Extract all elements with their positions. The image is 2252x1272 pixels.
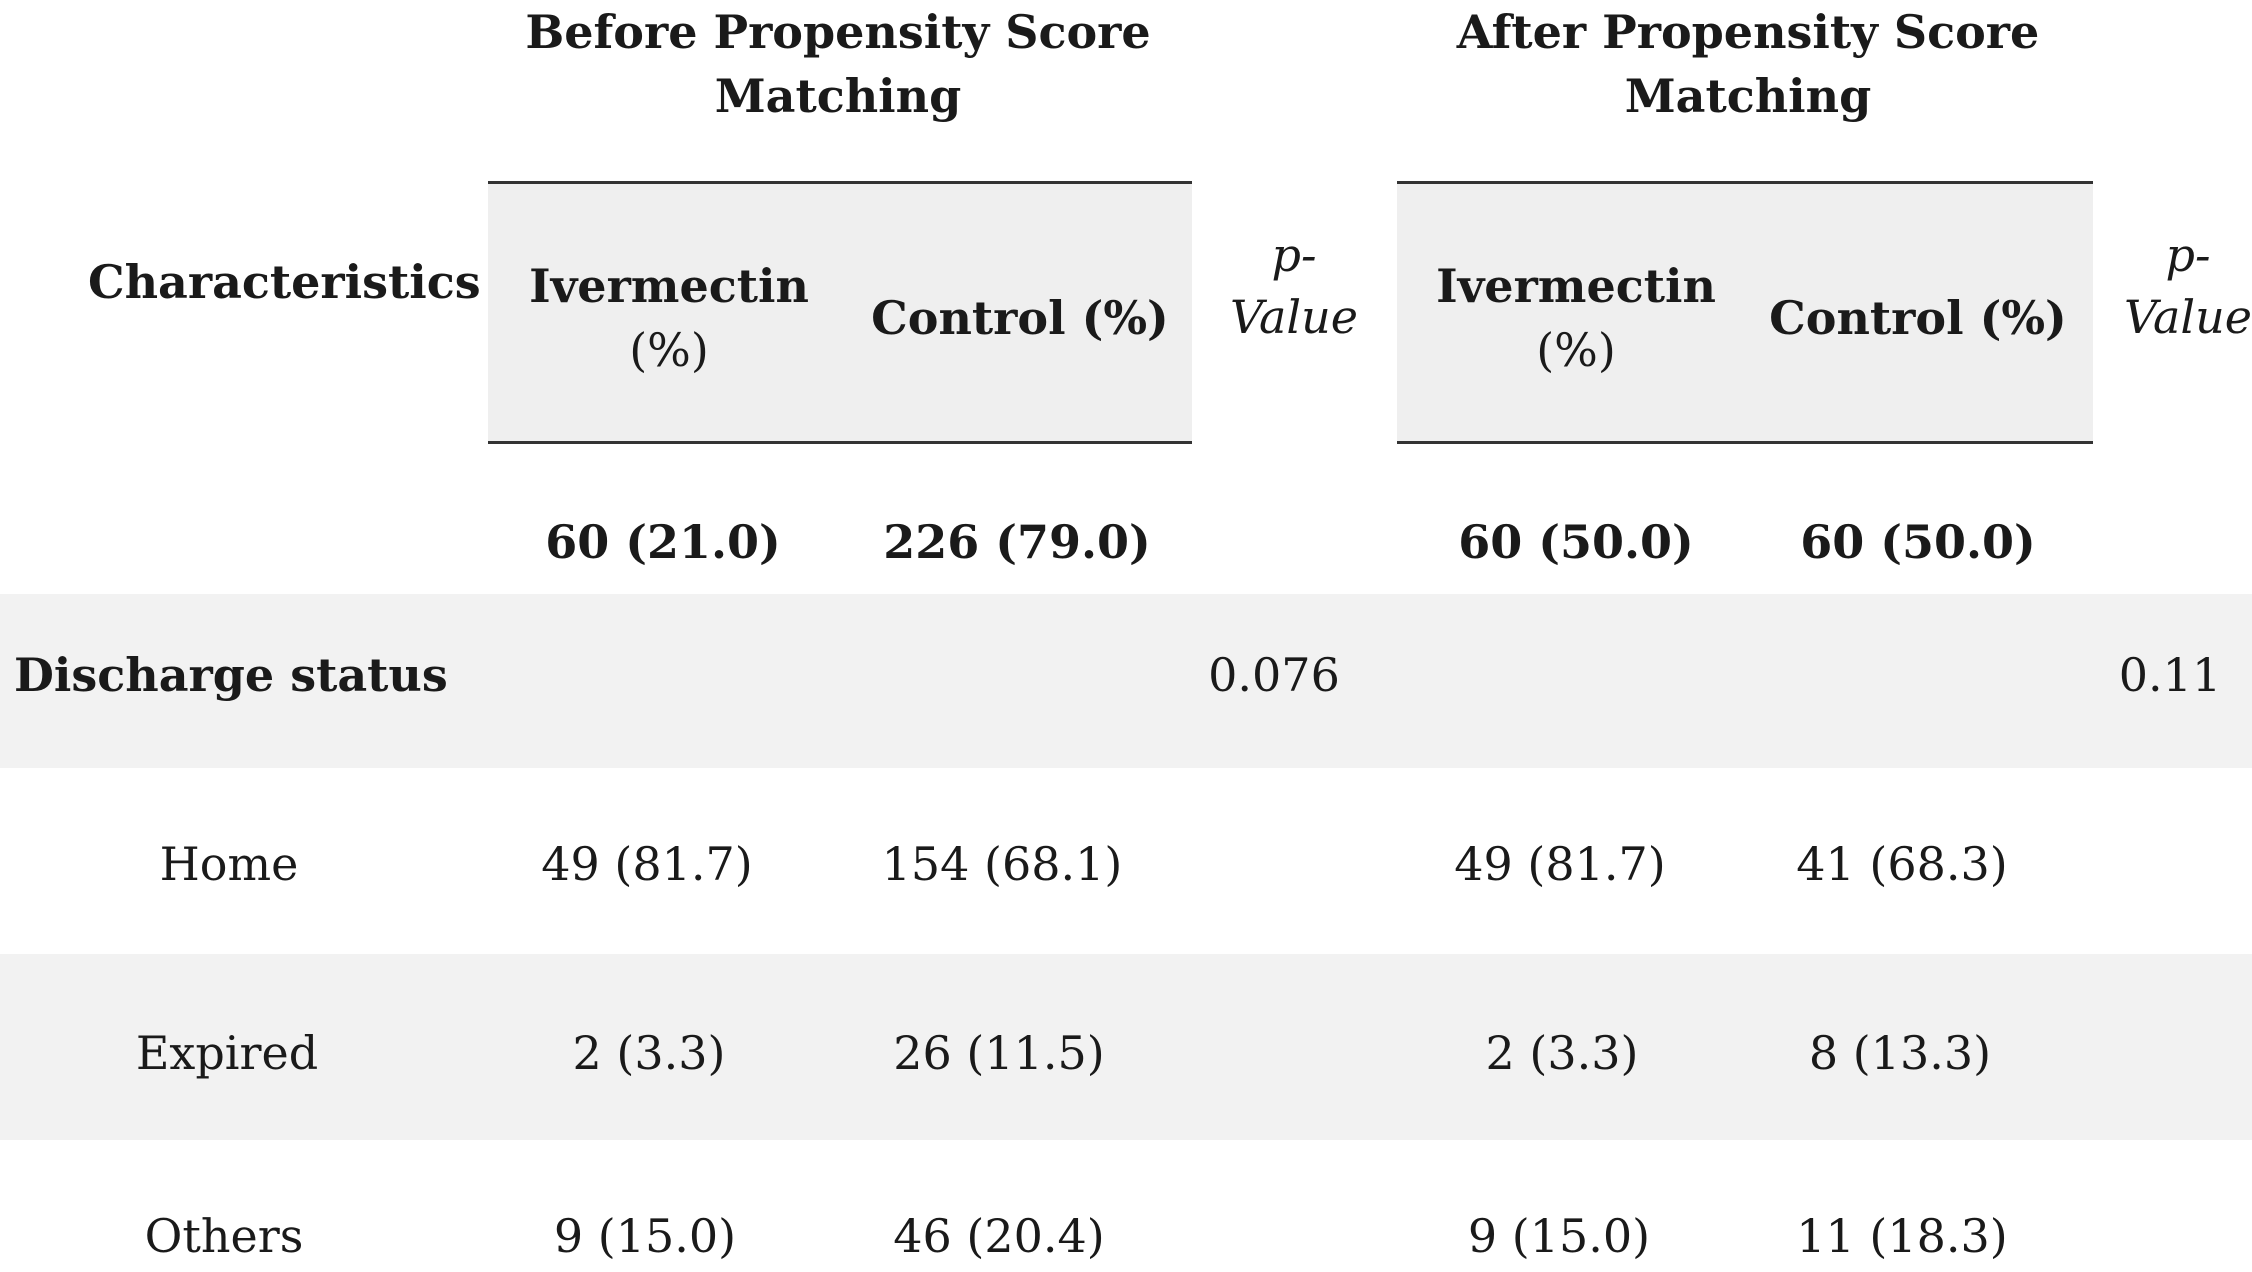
row-others-after-control: 11 (18.3) <box>1796 1209 2008 1263</box>
discharge-p-after: 0.11 <box>2118 648 2222 702</box>
row-others-before-ivermectin: 9 (15.0) <box>553 1209 737 1263</box>
before-ivermectin-label: Ivermectin <box>529 259 809 313</box>
after-pvalue-header: p- Value <box>2124 224 2252 348</box>
before-pvalue-line1: p- <box>1271 228 1317 282</box>
characteristics-header: Characteristics <box>88 255 481 309</box>
after-ivermectin-header: Ivermectin (%) <box>1436 254 1716 382</box>
count-before-control: 226 (79.0) <box>883 515 1151 569</box>
row-expired-after-ivermectin: 2 (3.3) <box>1485 1026 1639 1080</box>
before-pvalue-header: p- Value <box>1230 224 1358 348</box>
row-others-after-ivermectin: 9 (15.0) <box>1467 1209 1651 1263</box>
row-expired-before-control: 26 (11.5) <box>893 1026 1105 1080</box>
row-home-before-control: 154 (68.1) <box>881 837 1123 891</box>
row-home-before-ivermectin: 49 (81.7) <box>541 837 753 891</box>
after-ivermectin-label: Ivermectin <box>1436 259 1716 313</box>
row-home-label: Home <box>159 837 299 891</box>
count-after-control: 60 (50.0) <box>1800 515 2036 569</box>
after-control-header: Control (%) <box>1769 291 2067 345</box>
after-psm-title: After Propensity Score Matching <box>1398 0 2098 128</box>
before-ivermectin-header: Ivermectin (%) <box>529 254 809 382</box>
after-ivermectin-unit: (%) <box>1536 323 1616 377</box>
expired-row-band <box>0 954 2252 1140</box>
before-control-header: Control (%) <box>871 291 1169 345</box>
after-pvalue-line1: p- <box>2165 228 2211 282</box>
row-expired-label: Expired <box>135 1026 319 1080</box>
after-title-line1: After Propensity Score <box>1456 5 2040 59</box>
row-expired-after-control: 8 (13.3) <box>1808 1026 1992 1080</box>
after-title-line2: Matching <box>1624 69 1872 123</box>
after-header-box <box>1397 181 2093 444</box>
before-ivermectin-unit: (%) <box>629 323 709 377</box>
before-title-line2: Matching <box>714 69 962 123</box>
row-expired-before-ivermectin: 2 (3.3) <box>572 1026 726 1080</box>
before-title-line1: Before Propensity Score <box>525 5 1151 59</box>
after-pvalue-line2: Value <box>2124 290 2252 344</box>
discharge-p-before: 0.076 <box>1208 648 1340 702</box>
row-others-before-control: 46 (20.4) <box>893 1209 1105 1263</box>
count-after-ivermectin: 60 (50.0) <box>1458 515 1694 569</box>
count-before-ivermectin: 60 (21.0) <box>545 515 781 569</box>
row-home-after-control: 41 (68.3) <box>1796 837 2008 891</box>
before-pvalue-line2: Value <box>1230 290 1358 344</box>
discharge-status-label: Discharge status <box>14 648 448 702</box>
row-home-after-ivermectin: 49 (81.7) <box>1454 837 1666 891</box>
row-others-label: Others <box>144 1209 304 1263</box>
before-header-box <box>488 181 1192 444</box>
discharge-row-band <box>0 594 2252 768</box>
before-psm-title: Before Propensity Score Matching <box>488 0 1188 128</box>
